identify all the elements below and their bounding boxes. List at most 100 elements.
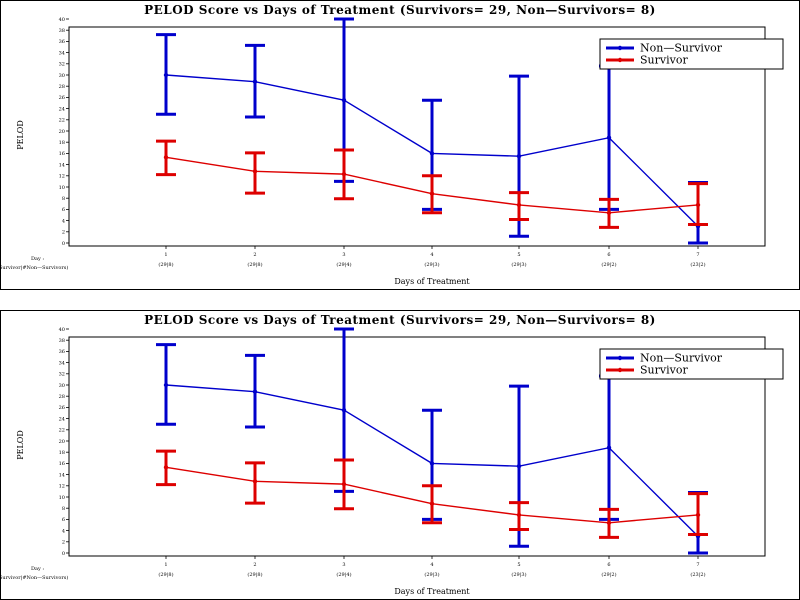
legend-marker	[617, 355, 623, 361]
x-tick-sublabel: (29|3)	[511, 261, 526, 268]
y-tick-label: 22	[59, 428, 65, 434]
y-tick-label: 24	[59, 106, 65, 112]
y-tick-label: 32	[59, 62, 65, 68]
y-tick-label: 20	[59, 129, 65, 135]
y-tick-label: 16	[59, 151, 65, 157]
x-axis-corner-sublabel: (Survivor|#Non—Survivors)	[1, 574, 68, 581]
y-tick-label: 0	[62, 241, 65, 247]
data-point	[429, 461, 435, 466]
data-point	[695, 512, 701, 518]
data-point	[163, 465, 169, 470]
legend-label: Survivor	[640, 54, 688, 67]
legend-box	[599, 38, 784, 70]
x-tick-label: 7	[696, 252, 699, 258]
x-tick-label: 6	[607, 252, 610, 258]
y-tick-label: 40	[59, 17, 65, 23]
data-point	[606, 135, 612, 140]
y-tick-label: 10	[59, 185, 65, 191]
y-tick-label: 38	[59, 338, 65, 344]
legend-label: Survivor	[640, 364, 688, 377]
data-point	[341, 171, 347, 177]
y-tick-label: 36	[59, 349, 65, 355]
data-point	[516, 512, 522, 518]
x-tick-sublabel: (29|3)	[511, 571, 526, 578]
y-tick-label: 6	[62, 207, 65, 213]
x-tick-sublabel: (29|4)	[336, 571, 351, 578]
legend-marker	[617, 57, 623, 63]
y-tick-label: 22	[59, 118, 65, 124]
legend-marker	[617, 367, 623, 373]
data-point	[516, 154, 522, 159]
x-axis-label: Days of Treatment	[394, 587, 470, 596]
y-tick-label: 8	[62, 196, 65, 202]
y-tick-label: 10	[59, 495, 65, 501]
x-tick-label: 3	[342, 252, 345, 258]
data-point	[341, 98, 347, 103]
data-point	[252, 389, 258, 394]
data-point	[695, 202, 701, 208]
y-tick-label: 26	[59, 405, 65, 411]
legend-marker	[617, 45, 623, 51]
chart-panel-1: PELOD Score vs Days of Treatment (Surviv…	[0, 0, 800, 290]
series-survivor	[156, 449, 708, 539]
y-tick-label: 4	[62, 528, 65, 534]
data-point	[516, 464, 522, 469]
data-point	[606, 210, 612, 215]
data-point	[252, 169, 258, 174]
data-point	[163, 382, 169, 388]
y-tick-label: 12	[59, 174, 65, 180]
y-tick-label: 8	[62, 506, 65, 512]
y-tick-label: 0	[62, 551, 65, 557]
y-tick-label: 12	[59, 484, 65, 490]
data-point	[163, 155, 169, 160]
y-tick-label: 18	[59, 450, 65, 456]
series-survivor	[156, 139, 708, 229]
y-tick-label: 30	[59, 73, 65, 79]
x-tick-label: 4	[430, 562, 433, 568]
x-tick-label: 2	[253, 562, 256, 568]
data-point	[341, 481, 347, 487]
x-tick-label: 1	[164, 252, 167, 258]
x-tick-sublabel: (29|2)	[601, 261, 616, 268]
y-axis-label: PELOD	[16, 120, 25, 150]
data-point	[252, 479, 258, 484]
x-tick-sublabel: (29|3)	[424, 261, 439, 268]
chart-title: PELOD Score vs Days of Treatment (Surviv…	[144, 313, 656, 327]
data-point	[341, 408, 347, 413]
data-point	[163, 72, 169, 78]
x-tick-sublabel: (29|4)	[336, 261, 351, 268]
y-axis-label: PELOD	[16, 430, 25, 460]
y-tick-label: 14	[59, 472, 65, 478]
y-tick-label: 36	[59, 39, 65, 45]
y-tick-label: 16	[59, 461, 65, 467]
y-tick-label: 38	[59, 28, 65, 34]
x-axis-corner-label: Day :	[31, 566, 44, 572]
y-tick-label: 14	[59, 162, 65, 168]
data-point	[429, 151, 435, 156]
y-tick-label: 34	[59, 360, 65, 366]
y-tick-label: 26	[59, 95, 65, 101]
y-tick-label: 6	[62, 517, 65, 523]
x-tick-label: 4	[430, 252, 433, 258]
data-point	[429, 501, 435, 506]
x-axis-corner-sublabel: (Survivor|#Non—Survivors)	[1, 264, 68, 271]
x-tick-sublabel: (29|8)	[247, 571, 262, 578]
y-tick-label: 28	[59, 84, 65, 90]
y-tick-label: 40	[59, 327, 65, 333]
chart-title: PELOD Score vs Days of Treatment (Surviv…	[144, 3, 656, 17]
y-tick-label: 24	[59, 416, 65, 422]
chart-svg-2: PELOD Score vs Days of Treatment (Surviv…	[1, 313, 784, 596]
x-tick-sublabel: (29|8)	[158, 571, 173, 578]
plot-frame	[68, 26, 766, 247]
y-tick-label: 2	[62, 540, 65, 546]
y-tick-label: 34	[59, 50, 65, 56]
chart-svg-1: PELOD Score vs Days of Treatment (Surviv…	[1, 3, 784, 286]
x-tick-label: 7	[696, 562, 699, 568]
x-tick-sublabel: (23|2)	[690, 571, 705, 578]
x-tick-sublabel: (29|3)	[424, 571, 439, 578]
x-tick-sublabel: (29|8)	[158, 261, 173, 268]
y-tick-label: 30	[59, 383, 65, 389]
data-point	[429, 191, 435, 196]
x-tick-sublabel: (23|2)	[690, 261, 705, 268]
legend-box	[599, 348, 784, 380]
